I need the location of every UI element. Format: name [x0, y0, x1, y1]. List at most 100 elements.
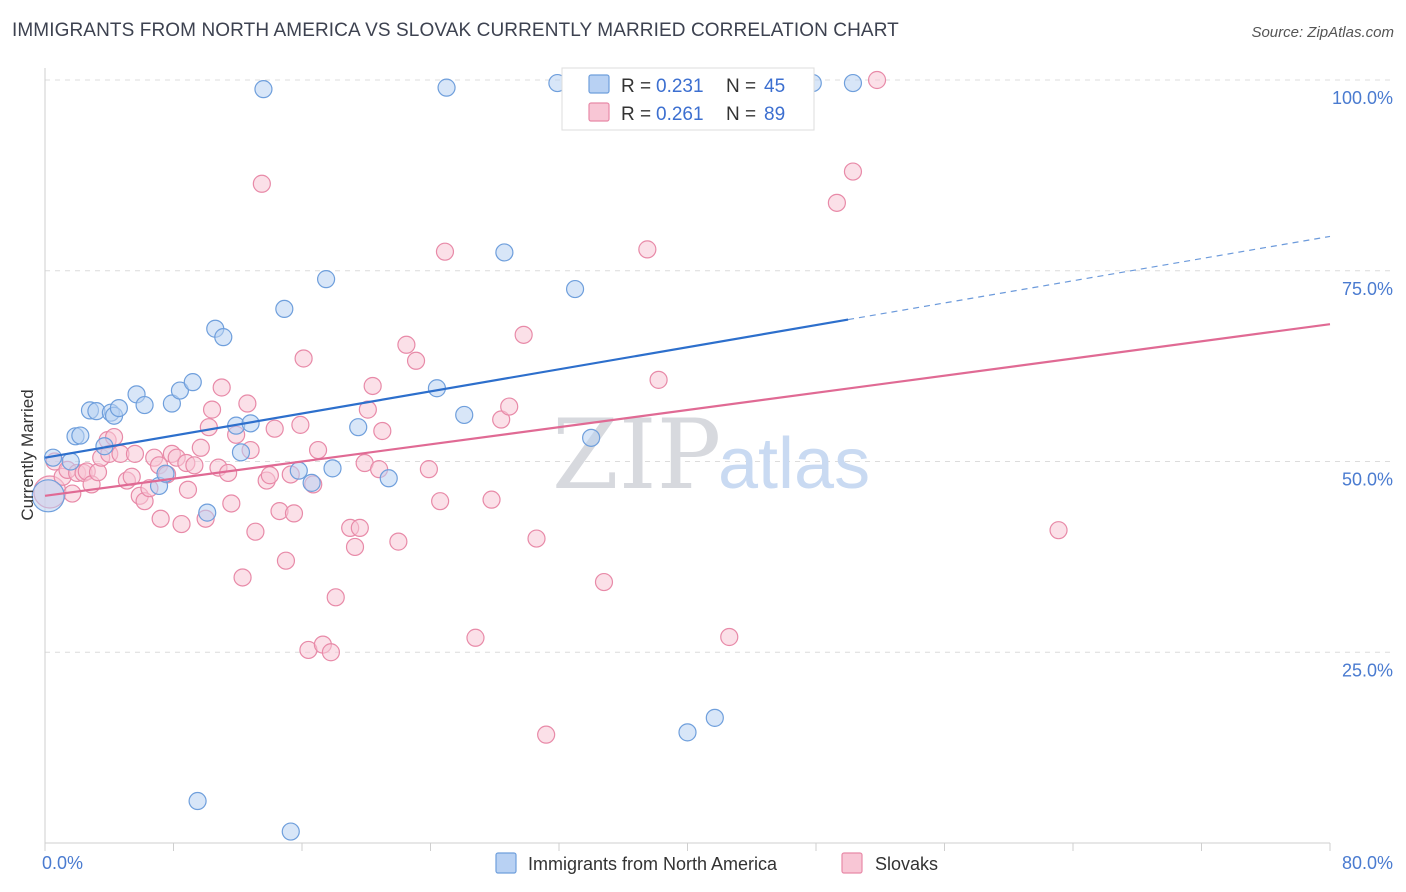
pink-point-82: [638, 240, 657, 259]
chart-title: IMMIGRANTS FROM NORTH AMERICA VS SLOVAK …: [12, 20, 899, 41]
blue-point-15: [162, 394, 181, 413]
pink-point-46: [260, 466, 279, 485]
pink-point-62: [350, 518, 369, 537]
pink-point-59: [326, 588, 345, 607]
blue-point-1: [43, 448, 63, 467]
blue-point-33: [379, 469, 398, 488]
pink-point-76: [492, 410, 511, 429]
pink-point-83: [649, 370, 668, 389]
pink-trend-line: [44, 323, 1331, 497]
legend-swatch-immigrants: [588, 74, 610, 94]
pink-point-73: [435, 242, 455, 261]
blue-point-27: [281, 822, 300, 841]
pink-point-75: [482, 490, 501, 509]
blue-point-28: [289, 461, 308, 480]
pink-point-84: [720, 627, 739, 647]
blue-point-44: [437, 78, 456, 97]
grid-lines: [45, 79, 1390, 653]
y-tick-labels: 25.0% 50.0% 75.0% 100.0%: [1332, 88, 1393, 680]
pink-point-40: [233, 568, 252, 587]
blue-point-26: [275, 299, 294, 318]
blue-point-19: [198, 503, 217, 522]
pink-point-23: [151, 509, 170, 528]
x-tick-label-0: 0.0%: [42, 853, 83, 873]
blue-point-4: [71, 426, 90, 445]
bottom-legend-label-slovaks: Slovaks: [875, 854, 938, 874]
pink-point-81: [594, 572, 614, 592]
pink-point-41: [238, 394, 257, 413]
pink-point-29: [178, 480, 198, 499]
blue-point-31: [323, 459, 342, 478]
pink-point-78: [514, 325, 533, 344]
legend-swatch-slovaks: [588, 102, 610, 122]
pink-point-85: [827, 193, 846, 212]
pink-point-17: [125, 444, 145, 463]
legend-n-label-1: N =: [726, 104, 756, 125]
pink-point-74: [466, 628, 485, 647]
pink-point-58: [321, 643, 341, 662]
legend-n-value-1: 89: [764, 104, 785, 125]
pink-point-77: [500, 397, 519, 416]
pink-point-47: [265, 419, 284, 438]
pink-point-34: [202, 400, 222, 419]
blue-point-38: [565, 279, 585, 299]
y-tick-label-1: 50.0%: [1342, 470, 1393, 490]
blue-point-14: [156, 464, 175, 483]
legend: R = 0.231 N = 45 R = 0.261 N = 89: [561, 67, 815, 131]
watermark-atlas: atlas: [718, 424, 870, 504]
watermark: ZIP atlas: [552, 399, 870, 511]
blue-point-32: [349, 418, 368, 437]
pink-point-33: [199, 418, 218, 437]
pink-point-67: [373, 421, 392, 441]
pink-point-27: [172, 514, 191, 534]
bottom-legend-swatch-immigrants: [495, 852, 517, 874]
blue-point-16: [170, 381, 190, 400]
pink-point-43: [246, 522, 265, 541]
pink-point-56: [308, 440, 328, 460]
blue-point-21: [214, 328, 233, 347]
blue-point-36: [495, 243, 514, 262]
pink-point-72: [431, 492, 450, 511]
pink-point-30: [185, 456, 204, 475]
blue-point-10: [109, 398, 128, 418]
y-tick-label-3: 100.0%: [1332, 88, 1393, 108]
pink-point-31: [191, 438, 210, 457]
pink-point-88: [1049, 521, 1068, 540]
pink-point-52: [291, 415, 310, 434]
source-label: Source: ZipAtlas.com: [1251, 24, 1394, 41]
blue-point-2: [61, 452, 80, 471]
y-axis-label: Currently Married: [18, 389, 37, 520]
trend-lines: [44, 235, 1331, 497]
pink-point-36: [212, 378, 231, 397]
blue-point-30: [316, 270, 336, 289]
pink-point-65: [363, 376, 382, 396]
pink-point-61: [345, 537, 365, 557]
legend-r-value-0: 0.231: [656, 76, 704, 97]
pink-point-70: [406, 351, 426, 370]
blue-point-17: [183, 373, 202, 392]
pink-point-71: [419, 460, 438, 479]
x-tick-label-1: 80.0%: [1342, 853, 1393, 873]
legend-n-label-0: N =: [726, 76, 756, 97]
pink-point-68: [389, 532, 408, 551]
pink-point-80: [537, 725, 556, 744]
blue-point-25: [254, 80, 273, 99]
pink-point-51: [284, 504, 304, 523]
x-tick-labels: 0.0% 80.0%: [42, 853, 1393, 873]
y-tick-label-2: 75.0%: [1342, 279, 1393, 299]
pink-point-49: [276, 551, 296, 570]
y-tick-label-0: 25.0%: [1342, 660, 1393, 680]
blue-point-29: [302, 473, 321, 492]
blue-point-41: [705, 708, 724, 727]
pink-point-79: [527, 529, 546, 548]
pink-point-69: [397, 335, 416, 354]
blue-point-40: [678, 723, 697, 742]
pink-point-87: [867, 70, 887, 90]
blue-point-18: [188, 791, 207, 811]
legend-n-value-0: 45: [764, 76, 785, 97]
bottom-legend-label-immigrants: Immigrants from North America: [528, 854, 778, 874]
legend-r-label-1: R =: [621, 104, 651, 125]
blue-point-35: [455, 405, 474, 425]
blue-trend-line: [44, 318, 849, 459]
